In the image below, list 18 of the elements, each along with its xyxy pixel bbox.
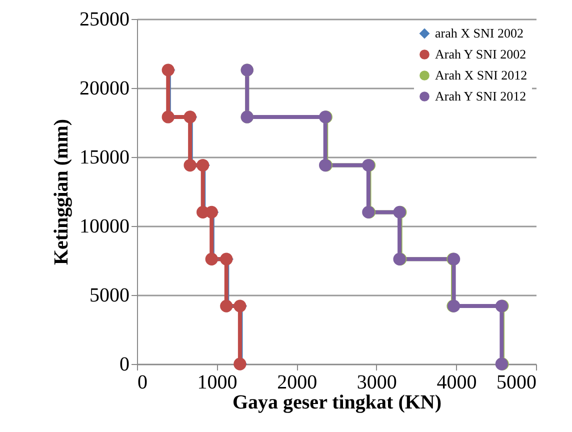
x-axis-title: Gaya geser tingkat (KN) — [232, 392, 442, 414]
y-tick-label: 0 — [120, 354, 130, 376]
x-tick-label: 0 — [138, 372, 148, 394]
x-tick-label: 2000 — [277, 372, 318, 394]
y-tick-label: 20000 — [80, 78, 130, 100]
y-tick-label: 15000 — [80, 146, 130, 168]
x-tick-label: 5000 — [496, 372, 536, 394]
legend-label: Arah Y SNI 2012 — [435, 88, 526, 104]
legend-label: arah X SNI 2002 — [435, 26, 524, 40]
y-tick-label: 10000 — [80, 216, 130, 238]
legend-label: Arah X SNI 2012 — [435, 68, 528, 82]
y-tick-label: 25000 — [80, 8, 130, 30]
y-tick-label: 5000 — [90, 284, 130, 306]
x-tick-label: 1000 — [197, 372, 238, 394]
x-tick-label: 4000 — [436, 372, 477, 394]
y-axis-title: Ketinggian (mm) — [50, 118, 72, 266]
x-tick-label: 3000 — [356, 372, 397, 394]
legend-label: Arah Y SNI 2002 — [435, 46, 526, 62]
